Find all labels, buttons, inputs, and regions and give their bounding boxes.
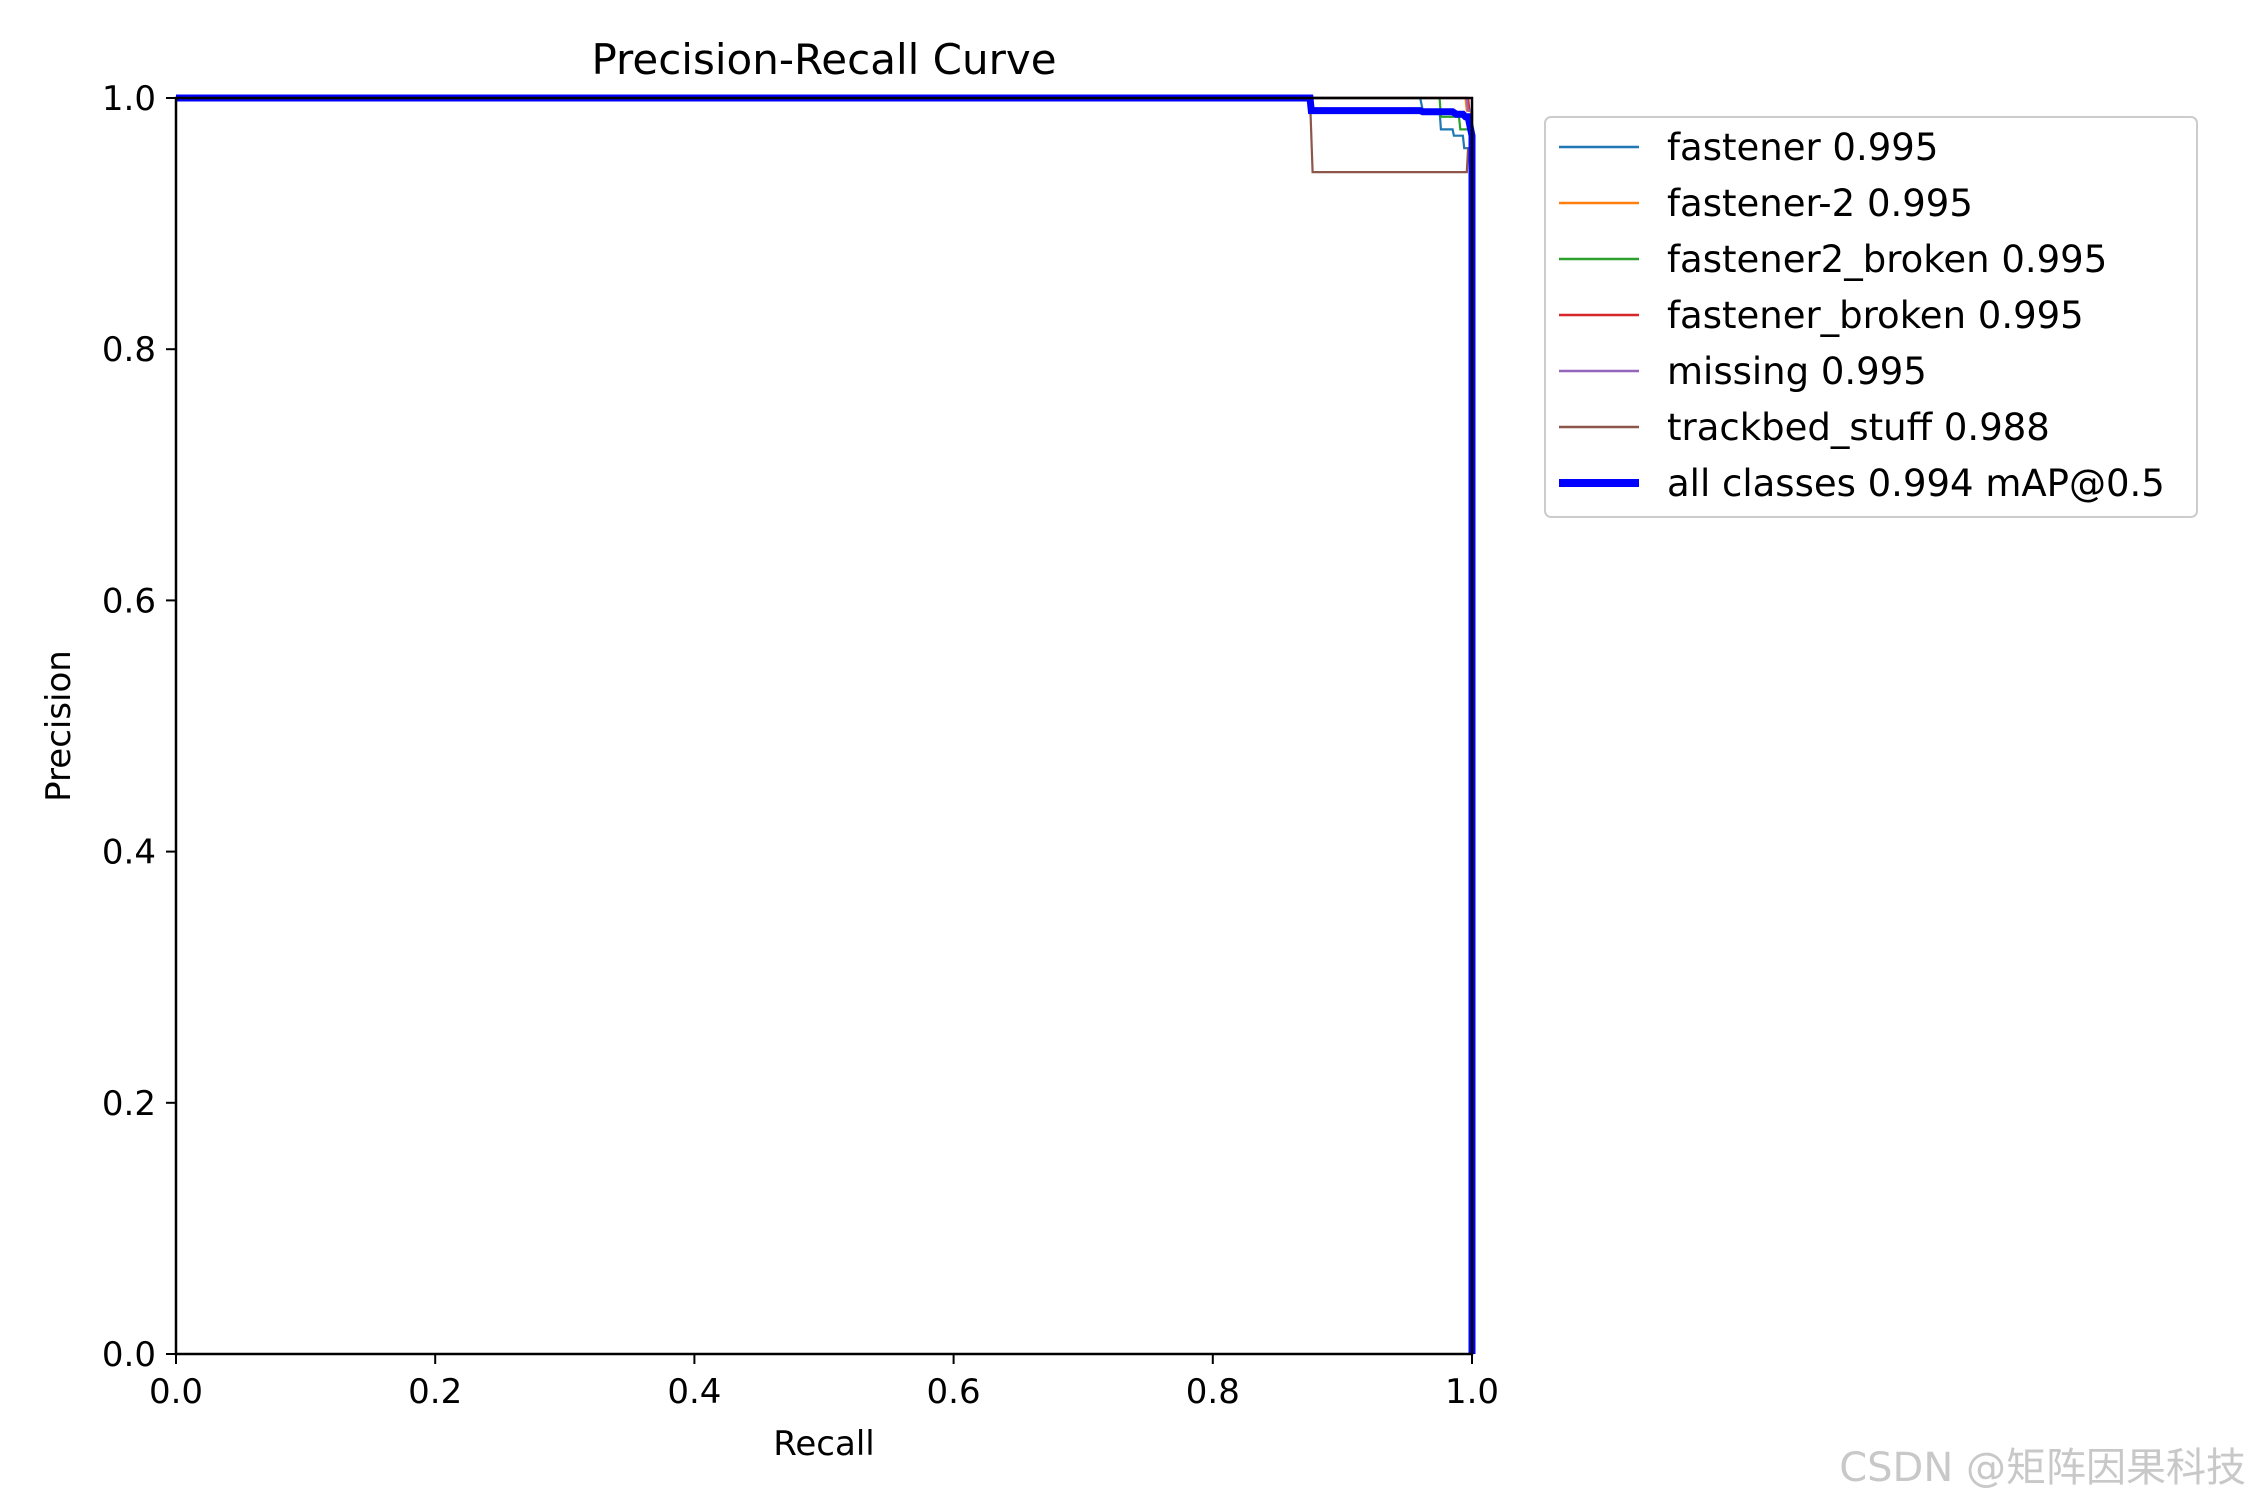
- plot-frame: [174, 96, 1474, 1356]
- legend-label: fastener2_broken 0.995: [1667, 238, 2107, 281]
- y-axis-ticks: 0.0 0.2 0.4 0.6 0.8 1.0: [102, 79, 176, 1375]
- y-tick-label: 0.8: [102, 330, 156, 370]
- y-tick-label: 0.2: [102, 1084, 156, 1124]
- x-tick-label: 0.4: [667, 1372, 721, 1412]
- x-tick-label: 1.0: [1445, 1372, 1499, 1412]
- y-axis-title: Precision: [39, 650, 79, 802]
- legend-items: fastener 0.995 fastener-2 0.995 fastener2_…: [1559, 126, 2165, 505]
- y-tick-label: 0.0: [102, 1335, 156, 1375]
- watermark: CSDN @矩阵因果科技: [1839, 1445, 2246, 1491]
- series-line-1: [176, 96, 1474, 1354]
- legend-label: trackbed_stuff 0.988: [1667, 406, 2050, 449]
- x-tick-label: 0.0: [149, 1372, 203, 1412]
- x-tick-label: 0.6: [927, 1372, 981, 1412]
- legend: fastener 0.995 fastener-2 0.995 fastener2_…: [1544, 116, 2198, 518]
- chart-title: Precision-Recall Curve: [591, 35, 1056, 84]
- y-tick-label: 1.0: [102, 79, 156, 119]
- legend-label: all classes 0.994 mAP@0.5: [1667, 462, 2165, 505]
- x-tick-label: 0.8: [1186, 1372, 1240, 1412]
- x-axis-title: Recall: [773, 1424, 874, 1464]
- series-line-2: [176, 96, 1474, 1354]
- y-tick-label: 0.4: [102, 833, 156, 873]
- y-tick-label: 0.6: [102, 581, 156, 621]
- legend-label: fastener-2 0.995: [1667, 182, 1973, 225]
- legend-label: fastener 0.995: [1667, 126, 1938, 169]
- x-axis-ticks: 0.0 0.2 0.4 0.6 0.8 1.0: [149, 1354, 1499, 1412]
- series-line-6: [176, 94, 1476, 1354]
- legend-box: [1544, 116, 2198, 518]
- x-tick-label: 0.2: [408, 1372, 462, 1412]
- series-line-0: [176, 96, 1474, 1354]
- series-line-5: [176, 96, 1474, 1355]
- legend-label: fastener_broken 0.995: [1667, 294, 2084, 337]
- plot-lines: [176, 94, 1476, 1355]
- series-line-3: [176, 96, 1474, 1354]
- legend-label: missing 0.995: [1667, 350, 1927, 393]
- series-line-4: [176, 96, 1474, 1354]
